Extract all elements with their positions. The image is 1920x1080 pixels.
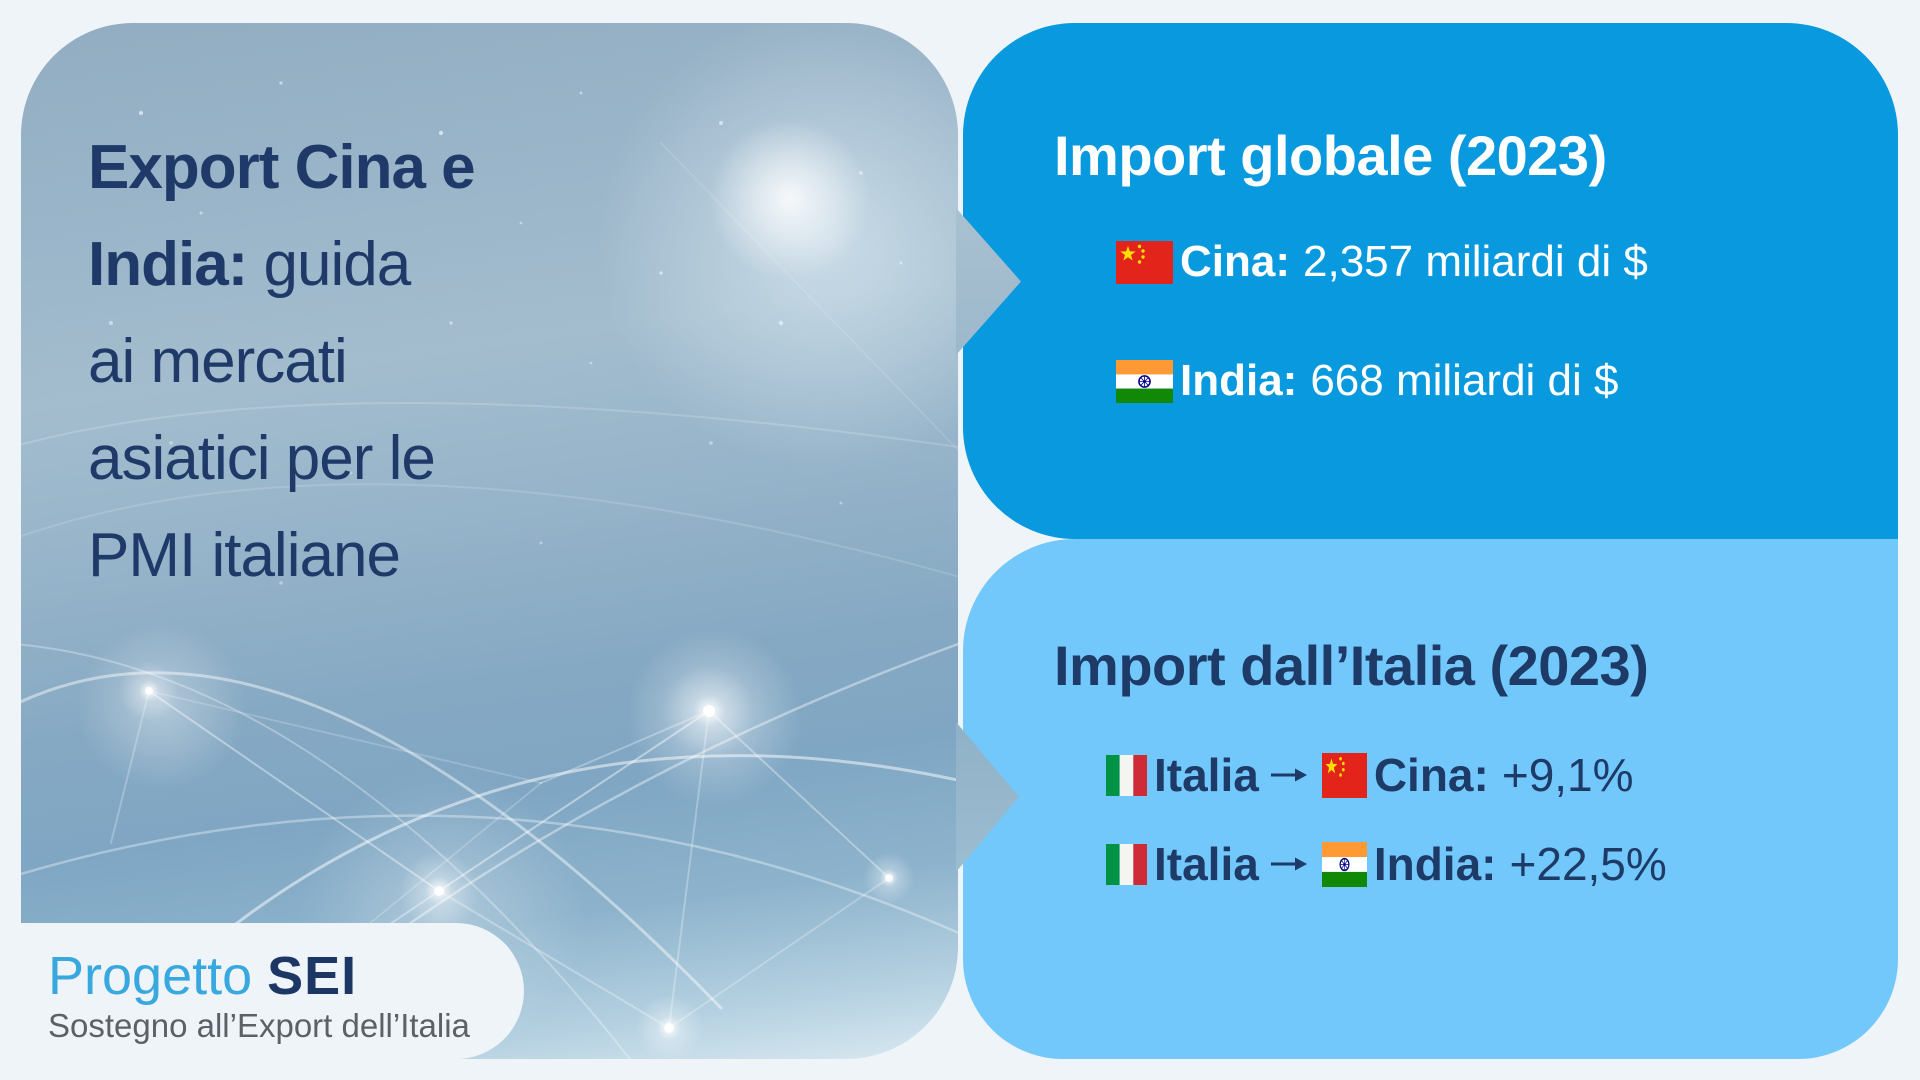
india-flag-icon <box>1116 359 1173 403</box>
origin-label: Italia <box>1154 838 1259 890</box>
italy-flag-icon <box>1106 843 1147 885</box>
import-value: 668 miliardi di $ <box>1310 356 1619 405</box>
export-row-italy-china: Italia Cina: +9,1% <box>1106 749 1634 801</box>
right-arrow-icon <box>1270 856 1308 872</box>
country-label: India: <box>1180 356 1298 405</box>
india-flag-icon <box>1321 841 1367 887</box>
origin-label: Italia <box>1154 749 1259 801</box>
import-row-china: Cina: 2,357 miliardi di $ <box>1116 237 1648 286</box>
card-title: Import dall’Italia (2023) <box>1054 634 1649 697</box>
page-title: Export Cina e India: guida ai mercati as… <box>88 119 476 604</box>
globe-network-image <box>21 23 958 1059</box>
brand-name: Progetto SEI <box>48 946 358 1006</box>
country-label: Cina: <box>1180 237 1290 286</box>
growth-value: +9,1% <box>1501 749 1634 801</box>
title-line: India: guida <box>88 230 411 299</box>
brand-box: Progetto SEI Sostegno all’Export dell’It… <box>0 923 524 1059</box>
china-flag-icon <box>1116 240 1173 284</box>
china-flag-icon <box>1321 752 1367 798</box>
card-title: Import globale (2023) <box>1054 124 1607 187</box>
export-row-italy-india: Italia India: +22,5% <box>1106 838 1667 890</box>
growth-value: +22,5% <box>1509 838 1667 890</box>
right-arrow-icon <box>1270 767 1308 783</box>
import-value: 2,357 miliardi di $ <box>1303 237 1648 286</box>
title-line: PMI italiane <box>88 521 401 590</box>
title-line: Export Cina e <box>88 133 476 202</box>
brand-tagline: Sostegno all’Export dell’Italia <box>48 1007 470 1044</box>
card-import-dall-italia: Import dall’Italia (2023) Italia <box>963 539 1898 1059</box>
card-import-globale: Import globale (2023) Cina: 2,357 miliar… <box>963 23 1898 539</box>
hero-panel: Export Cina e India: guida ai mercati as… <box>21 23 958 1059</box>
title-line: ai mercati <box>88 327 348 396</box>
country-label: India: <box>1373 838 1497 890</box>
country-label: Cina: <box>1373 749 1489 801</box>
italy-flag-icon <box>1106 754 1147 796</box>
import-row-india: India: 668 miliardi di $ <box>1116 356 1619 405</box>
title-line: asiatici per le <box>88 424 436 493</box>
